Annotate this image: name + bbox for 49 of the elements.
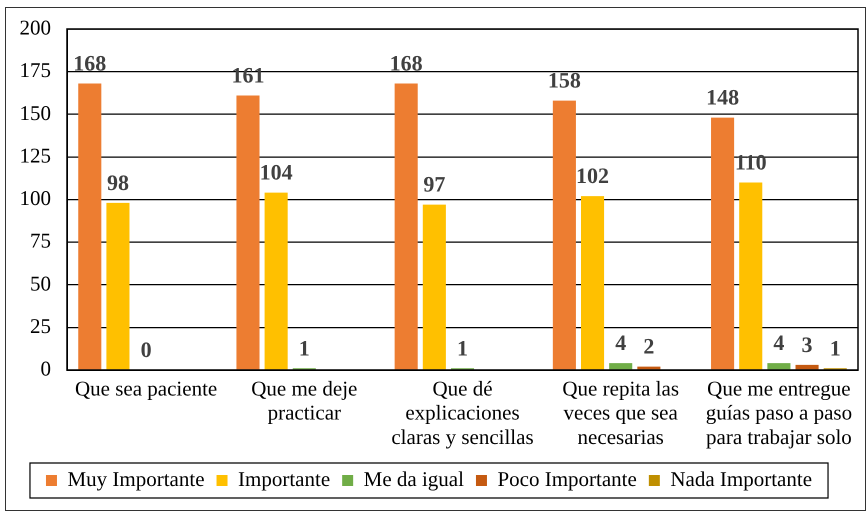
y-tick-label: 25 bbox=[30, 314, 51, 338]
bar bbox=[580, 196, 604, 370]
legend-label: Nada Importante bbox=[670, 467, 812, 492]
data-label: 2 bbox=[643, 334, 654, 359]
y-tick-label: 150 bbox=[20, 100, 51, 125]
bar bbox=[236, 95, 260, 370]
legend-label: Poco Importante bbox=[497, 467, 637, 492]
bar bbox=[637, 366, 660, 370]
data-label: 158 bbox=[548, 68, 581, 93]
data-label: 98 bbox=[106, 170, 129, 195]
data-label: 168 bbox=[73, 50, 106, 76]
data-label: 4 bbox=[615, 330, 626, 356]
data-label: 148 bbox=[706, 84, 740, 110]
x-tick-label: Que me deje practicar bbox=[251, 376, 358, 425]
data-label: 168 bbox=[390, 50, 423, 76]
data-label: 97 bbox=[423, 172, 446, 197]
y-tick-label: 0 bbox=[40, 356, 51, 381]
data-label: 4 bbox=[773, 330, 784, 356]
x-tick-label: Que dé explicaciones claras y sencillas bbox=[391, 376, 534, 449]
x-tick-label: Que me entregue guías paso a paso para trabajar solo bbox=[706, 376, 852, 449]
data-label: 1 bbox=[830, 335, 841, 360]
legend-label: Importante bbox=[238, 467, 330, 492]
y-tick-label: 75 bbox=[30, 228, 51, 253]
bar bbox=[394, 84, 418, 370]
legend-label: Muy Importante bbox=[67, 467, 205, 492]
y-tick-label: 50 bbox=[30, 271, 51, 296]
data-label: 0 bbox=[140, 337, 152, 362]
bar bbox=[796, 364, 819, 370]
bar bbox=[106, 202, 130, 370]
data-label: 1 bbox=[298, 335, 310, 360]
legend-label: Me da igual bbox=[364, 467, 464, 492]
bar bbox=[609, 363, 632, 370]
x-tick-label: Que sea paciente bbox=[74, 376, 218, 401]
data-label: 1 bbox=[457, 335, 468, 360]
y-tick-label: 200 bbox=[20, 16, 51, 40]
x-tick-label: Que repita las veces que sea necesarias bbox=[562, 376, 680, 449]
y-tick-label: 175 bbox=[20, 58, 51, 82]
data-label: 3 bbox=[802, 332, 813, 357]
bar bbox=[422, 204, 446, 370]
bar bbox=[739, 182, 762, 370]
bar bbox=[78, 84, 102, 370]
bar bbox=[552, 100, 576, 370]
y-tick-label: 125 bbox=[20, 143, 51, 168]
data-label: 102 bbox=[576, 163, 610, 188]
bar bbox=[767, 363, 790, 370]
bar bbox=[264, 192, 288, 370]
data-label: 104 bbox=[260, 160, 293, 185]
y-tick-label: 100 bbox=[20, 186, 51, 210]
bar bbox=[711, 118, 734, 370]
